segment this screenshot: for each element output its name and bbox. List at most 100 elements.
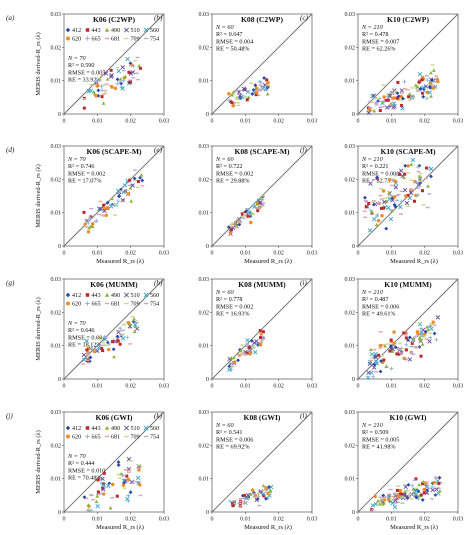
- data-point: [378, 105, 383, 110]
- data-point: [240, 493, 245, 498]
- data-point: [246, 495, 251, 500]
- data-point: [373, 494, 377, 499]
- stat-line: N = 70: [67, 320, 86, 327]
- stat-line: RE = 18.12%: [68, 342, 102, 349]
- stat-line: R² = 0.778: [216, 296, 243, 303]
- stat-line: RMSE = 0.008: [362, 170, 399, 177]
- data-point: [138, 66, 142, 70]
- data-point: [247, 209, 252, 215]
- data-point: [378, 343, 383, 348]
- data-point: [429, 94, 433, 98]
- data-point: [429, 326, 434, 332]
- data-point: [118, 326, 123, 331]
- data-point: [414, 180, 419, 185]
- x-tick-label: 0.02: [273, 251, 284, 257]
- data-point: [424, 96, 429, 101]
- scatter-points: [226, 194, 266, 236]
- data-point: [390, 195, 395, 200]
- stat-line: R² = 0.509: [362, 429, 389, 436]
- data-point: [421, 327, 426, 333]
- data-point: [428, 335, 433, 340]
- data-point: [262, 494, 266, 498]
- data-point: [89, 224, 93, 228]
- x-tick-label: 0.02: [125, 384, 136, 390]
- x-tick-label: 0.03: [307, 517, 318, 523]
- stat-line: RE = 82.73%: [362, 178, 396, 185]
- data-point: [390, 198, 395, 203]
- data-point: [245, 338, 250, 343]
- data-point: [386, 98, 390, 102]
- data-point: [420, 78, 424, 82]
- data-point: [409, 162, 414, 166]
- data-point: [85, 348, 89, 352]
- data-point: [367, 202, 371, 206]
- data-point: [420, 342, 425, 346]
- y-tick-label: 0.03: [199, 277, 210, 283]
- y-tick-label: 0.03: [51, 12, 62, 18]
- y-tick-label: 0.03: [345, 410, 356, 416]
- data-point: [105, 200, 110, 205]
- legend-marker: [85, 293, 90, 297]
- legend-marker: [123, 292, 130, 298]
- data-point: [367, 228, 373, 233]
- data-point: [95, 348, 100, 354]
- legend: 412 443 490 510 560 620 665 681 709 754: [65, 425, 159, 441]
- data-point: [236, 358, 240, 363]
- y-tick-label: 0: [352, 510, 355, 516]
- data-point: [421, 479, 426, 484]
- data-point: [398, 492, 402, 496]
- data-point: [250, 488, 255, 492]
- data-point: [395, 352, 399, 356]
- y-tick-label: 0.03: [199, 410, 210, 416]
- data-point: [121, 483, 126, 487]
- y-axis-label: MERIS derived-R_rs (λ): [35, 32, 42, 95]
- data-point: [430, 485, 435, 489]
- x-tick-label: 0.01: [92, 517, 103, 523]
- data-point: [408, 190, 414, 196]
- data-point: [126, 192, 130, 196]
- stat-line: R² = 0.646: [68, 327, 95, 334]
- panel-b: (b) K08 (C2WP) 0 0.01 0.02 0.03 0 0.01 0.02 0.03 N…: [154, 12, 317, 125]
- data-point: [434, 487, 439, 492]
- data-point: [410, 157, 416, 163]
- data-point: [378, 109, 382, 113]
- data-point: [387, 93, 393, 99]
- data-point: [418, 337, 423, 341]
- data-point: [366, 370, 371, 375]
- data-point: [138, 175, 143, 180]
- data-point: [264, 486, 269, 490]
- data-point: [101, 348, 105, 353]
- data-point: [237, 222, 242, 227]
- data-point: [417, 71, 423, 77]
- panel-f: (f) K10 (SCAPE-M) 0 0.01 0.02 0.03 0 0.01 0.02 0.…: [300, 144, 463, 265]
- legend-marker: [143, 425, 149, 431]
- data-point: [398, 172, 402, 176]
- data-point: [135, 475, 141, 481]
- data-point: [243, 211, 247, 215]
- panel-label: (f): [300, 146, 307, 154]
- data-point: [398, 488, 403, 493]
- data-point: [410, 483, 415, 488]
- y-tick-label: 0.03: [199, 144, 210, 150]
- data-point: [101, 487, 106, 492]
- panel-i: (i) K10 (MUMM) 0 0.01 0.02 0.03 0 0.01 0.02 0.03 N…: [300, 277, 463, 390]
- data-point: [105, 77, 110, 81]
- y-tick-label: 0: [206, 377, 209, 383]
- data-point: [393, 173, 398, 177]
- panel-title: K08 (GWI): [244, 413, 281, 422]
- data-point: [122, 481, 126, 486]
- data-point: [86, 503, 91, 507]
- y-tick-label: 0: [352, 377, 355, 383]
- data-point: [92, 349, 96, 353]
- data-point: [426, 184, 430, 188]
- y-tick-label: 0.03: [345, 144, 356, 150]
- legend-label: 665: [92, 302, 101, 308]
- data-point: [124, 188, 129, 193]
- data-point: [102, 208, 107, 214]
- data-point: [228, 499, 232, 504]
- x-tick-label: 0.01: [240, 251, 251, 257]
- data-point: [252, 349, 258, 355]
- data-point: [82, 106, 86, 110]
- legend-marker: [65, 425, 71, 431]
- x-tick-label: 0.01: [92, 384, 103, 390]
